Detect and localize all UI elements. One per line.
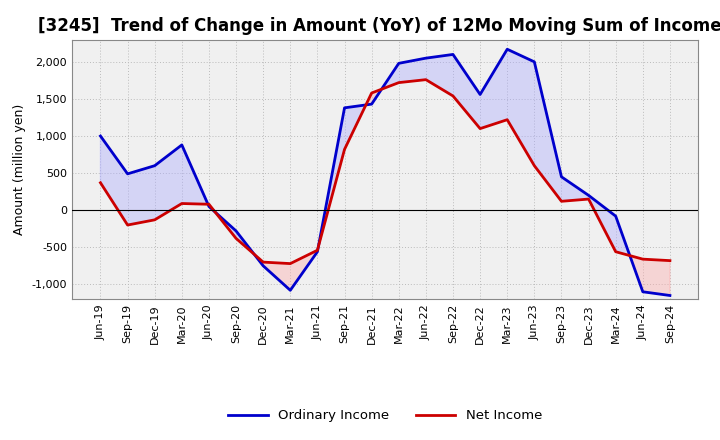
Ordinary Income xyxy=(232,228,240,234)
Net Income xyxy=(395,80,403,85)
Ordinary Income xyxy=(313,249,322,254)
Net Income xyxy=(665,258,674,263)
Ordinary Income xyxy=(476,92,485,97)
Ordinary Income xyxy=(123,171,132,176)
Ordinary Income xyxy=(204,204,213,209)
Ordinary Income xyxy=(530,59,539,65)
Net Income xyxy=(639,257,647,262)
Net Income xyxy=(557,198,566,204)
Ordinary Income xyxy=(395,61,403,66)
Net Income xyxy=(96,180,105,185)
Net Income xyxy=(204,202,213,207)
Ordinary Income xyxy=(341,105,349,110)
Net Income xyxy=(367,90,376,95)
Ordinary Income xyxy=(150,163,159,169)
Net Income xyxy=(232,236,240,241)
Legend: Ordinary Income, Net Income: Ordinary Income, Net Income xyxy=(222,404,548,428)
Net Income xyxy=(259,260,268,265)
Ordinary Income xyxy=(367,102,376,107)
Net Income xyxy=(421,77,430,82)
Ordinary Income xyxy=(665,293,674,298)
Net Income xyxy=(503,117,511,122)
Net Income xyxy=(449,93,457,99)
Net Income xyxy=(530,163,539,169)
Y-axis label: Amount (million yen): Amount (million yen) xyxy=(13,104,26,235)
Net Income xyxy=(150,217,159,223)
Ordinary Income xyxy=(96,133,105,139)
Title: [3245]  Trend of Change in Amount (YoY) of 12Mo Moving Sum of Incomes: [3245] Trend of Change in Amount (YoY) o… xyxy=(38,17,720,35)
Ordinary Income xyxy=(286,288,294,293)
Net Income xyxy=(584,196,593,202)
Ordinary Income xyxy=(584,193,593,198)
Ordinary Income xyxy=(421,55,430,61)
Ordinary Income xyxy=(178,142,186,147)
Net Income xyxy=(123,222,132,227)
Ordinary Income xyxy=(611,213,620,219)
Net Income xyxy=(341,147,349,152)
Ordinary Income xyxy=(259,263,268,268)
Net Income xyxy=(611,249,620,254)
Net Income xyxy=(178,201,186,206)
Ordinary Income xyxy=(639,289,647,294)
Line: Net Income: Net Income xyxy=(101,80,670,264)
Net Income xyxy=(313,248,322,253)
Ordinary Income xyxy=(449,52,457,57)
Net Income xyxy=(286,261,294,266)
Ordinary Income xyxy=(503,47,511,52)
Ordinary Income xyxy=(557,174,566,180)
Net Income xyxy=(476,126,485,131)
Line: Ordinary Income: Ordinary Income xyxy=(101,49,670,296)
